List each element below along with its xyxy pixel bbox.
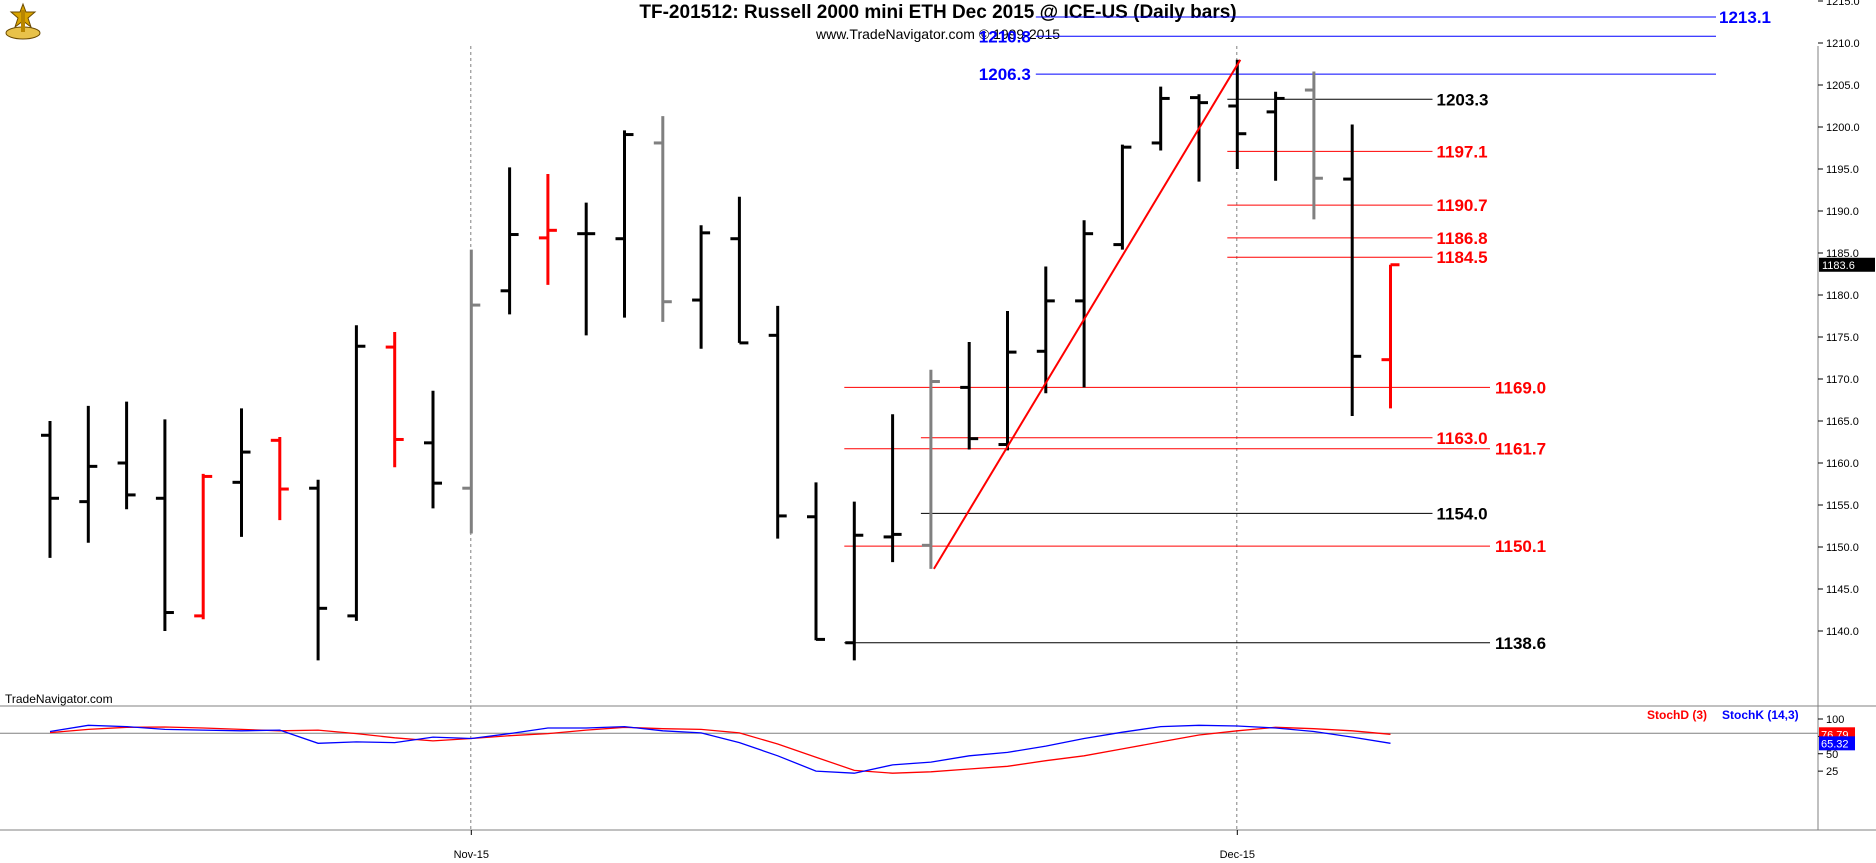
level-label-1163.0: 1163.0	[1437, 429, 1488, 448]
ohlc-bar-6	[270, 436, 289, 521]
level-label-1190.7: 1190.7	[1437, 196, 1488, 215]
price-tick-label: 1160.0	[1826, 458, 1859, 470]
ohlc-bar-34	[1343, 124, 1362, 416]
ohlc-bar-2	[117, 401, 136, 510]
ohlc-bar-33	[1304, 71, 1323, 220]
osc-legend-stochk: StochK (14,3)	[1722, 708, 1799, 722]
osc-tick-label: 100	[1826, 714, 1844, 726]
ohlc-bar-29	[1151, 86, 1170, 151]
level-label-1203.3: 1203.3	[1437, 90, 1489, 109]
price-tick-label: 1150.0	[1826, 542, 1859, 554]
ohlc-bar-28	[1113, 144, 1132, 250]
date-axis: Nov-15 Dec-15	[454, 830, 1255, 861]
ohlc-bar-26	[1036, 266, 1055, 394]
ohlc-bar-11	[462, 249, 481, 534]
ohlc-bar-23	[921, 369, 940, 569]
price-tick-label: 1165.0	[1826, 416, 1859, 428]
ohlc-bar-7	[309, 479, 328, 661]
price-tick-label: 1215.0	[1826, 0, 1860, 8]
date-tick-label: Dec-15	[1220, 849, 1255, 861]
ohlc-bar-10	[424, 390, 442, 509]
price-tick-label: 1180.0	[1826, 290, 1859, 302]
ohlc-bar-20	[807, 482, 825, 641]
bars-layer	[41, 59, 1400, 661]
osc-last-badge-1	[1819, 736, 1855, 751]
ohlc-bar-15	[615, 130, 634, 318]
osc-series-1	[49, 724, 1391, 774]
axis-corner	[1819, 831, 1876, 863]
ohlc-bar-1	[79, 405, 98, 543]
chart-subtitle: www.TradeNavigator.com © 1999-2015	[815, 26, 1061, 42]
level-label-1154.0: 1154.0	[1437, 504, 1488, 523]
watermark: TradeNavigator.com	[5, 692, 113, 706]
ohlc-bar-9	[385, 331, 404, 468]
level-label-1210.8: 1210.8	[979, 27, 1031, 46]
ohlc-bar-24	[960, 342, 979, 450]
price-tick-label: 1170.0	[1826, 374, 1859, 386]
level-label-1206.3: 1206.3	[979, 65, 1031, 84]
ohlc-bar-32	[1266, 91, 1285, 181]
ohlc-bar-18	[730, 196, 749, 345]
trendline	[933, 59, 1242, 570]
ohlc-bar-13	[538, 174, 557, 285]
osc-tick-label: 50	[1826, 749, 1838, 761]
level-label-1184.5: 1184.5	[1437, 248, 1488, 267]
ohlc-bar-27	[1075, 220, 1094, 388]
ohlc-bar-22	[883, 414, 902, 563]
ohlc-bar-30	[1190, 94, 1208, 182]
ohlc-bar-14	[577, 202, 596, 336]
date-tick-label: Nov-15	[454, 849, 489, 861]
ohlc-bar-21	[845, 501, 864, 661]
osc-last-label-1: 65.32	[1821, 738, 1849, 750]
tradenavigator-logo-icon	[2, 2, 44, 42]
last-price-label: 1183.6	[1822, 260, 1855, 272]
osc-legend-stochd: StochD (3)	[1647, 708, 1707, 722]
price-tick-label: 1185.0	[1826, 248, 1859, 260]
price-tick-label: 1200.0	[1826, 122, 1860, 134]
level-label-1213.1: 1213.1	[1719, 8, 1771, 27]
ohlc-bar-19	[768, 305, 787, 539]
price-tick-label: 1155.0	[1826, 500, 1859, 512]
trend-layer	[933, 59, 1242, 570]
level-label-1161.7: 1161.7	[1495, 440, 1546, 459]
ohlc-bar-4	[194, 473, 213, 620]
ohlc-bar-0	[41, 421, 59, 558]
level-label-1197.1: 1197.1	[1437, 142, 1488, 161]
ohlc-bar-17	[692, 225, 711, 349]
last-price-badge	[1819, 257, 1875, 272]
price-tick-label: 1205.0	[1826, 80, 1860, 92]
price-tick-label: 1145.0	[1826, 584, 1859, 596]
level-label-1150.1: 1150.1	[1495, 537, 1546, 556]
price-axis: 1140.0 1145.0 1150.0 1155.0 1160.0 1165.0 1170…	[1818, 0, 1875, 638]
ohlc-bar-31	[1228, 59, 1247, 169]
ohlc-bar-5	[232, 408, 251, 537]
price-tick-label: 1210.0	[1826, 38, 1860, 50]
ohlc-bar-16	[653, 116, 672, 322]
ohlc-bar-3	[155, 419, 174, 631]
ohlc-bar-35	[1381, 263, 1400, 409]
price-tick-label: 1175.0	[1826, 332, 1859, 344]
level-label-1169.0: 1169.0	[1495, 378, 1546, 397]
ohlc-bar-25	[998, 310, 1017, 451]
level-label-1186.8: 1186.8	[1437, 229, 1488, 248]
price-tick-label: 1195.0	[1826, 164, 1859, 176]
osc-tick-label: 25	[1826, 766, 1838, 778]
axis-frame	[0, 46, 1876, 863]
levels-layer: 1213.1 1210.8 1206.3 1203.3 1197.1 1190.7 1186…	[844, 8, 1771, 653]
ohlc-bar-12	[500, 167, 519, 315]
level-label-1138.6: 1138.6	[1495, 634, 1546, 653]
chart-title: TF-201512: Russell 2000 mini ETH Dec 201…	[639, 2, 1237, 23]
price-tick-label: 1140.0	[1826, 626, 1859, 638]
ohlc-bar-8	[347, 325, 366, 621]
price-tick-label: 1190.0	[1826, 206, 1859, 218]
